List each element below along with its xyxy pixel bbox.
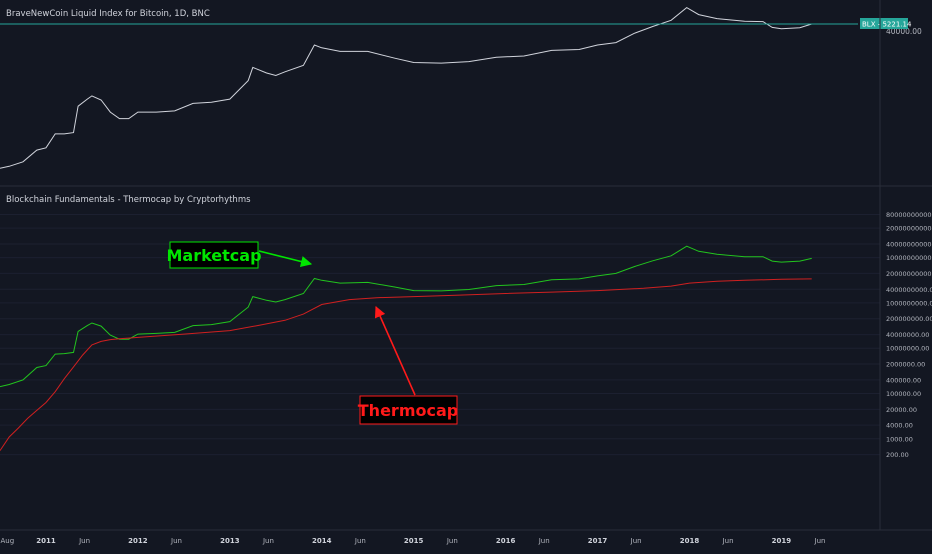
last-value-badge: BLX - 5221.14 [862,21,912,29]
x-tick-label: 2018 [680,537,700,545]
y-tick-label: 2000000000000.00 [886,225,932,233]
x-tick-label: Jun [538,537,550,545]
price-series-line [0,6,812,169]
x-tick-label: 2017 [588,537,608,545]
y-tick-label: 200.00 [886,451,909,459]
x-tick-label: Jun [78,537,90,545]
marketcap-arrow [258,250,313,267]
y-tick-label: 4000.00 [886,422,913,430]
x-tick-label: 2015 [404,537,424,545]
y-tick-label: 2000000.00 [886,361,925,369]
y-tick-label: 8000000000000.00 [886,211,932,219]
y-tick-label: 400000.00 [886,376,921,384]
thermocap-pane-title: Blockchain Fundamentals - Thermocap by C… [6,195,251,205]
x-tick-label: 2019 [772,537,792,545]
marketcap-annotation: Marketcap [166,241,313,269]
x-tick-label: Jun [446,537,458,545]
thermocap-annotation: Thermocap [358,305,458,425]
price-series [0,6,812,169]
thermocap-line [0,278,812,451]
x-tick-label: Jun [814,537,826,545]
marketcap-line [0,245,812,388]
time-axis: Aug 2011 Jun 2012 Jun 2013 Jun 2014 Jun 2015 Jun 20… [1,537,826,545]
y-tick-label: 20000.00 [886,406,917,414]
x-tick-label: Jun [170,537,182,545]
x-tick-label: Jun [262,537,274,545]
y-tick-label: 200000000.00 [886,315,932,323]
thermocap-label: Thermocap [358,401,458,420]
marketcap-label-box [169,241,259,269]
x-tick-label: Jun [630,537,642,545]
y-tick-label: 100000.00 [886,390,921,398]
x-tick-label: Aug [1,537,15,545]
y-tick-label: 400000000000.00 [886,240,932,248]
x-tick-label: 2012 [128,537,148,545]
x-tick-label: 2014 [312,537,332,545]
x-tick-label: Jun [722,537,734,545]
last-value-badge-bg [860,18,908,29]
x-tick-label: Jun [354,537,366,545]
lower-yticks: 8000000000000.00 2000000000000.00 40000000… [886,211,932,459]
y-tick-label: 100000000000.00 [886,254,932,262]
lower-grid [0,214,880,456]
marketcap-label: Marketcap [166,246,261,265]
x-tick-label: 2016 [496,537,516,545]
thermocap-arrow [374,305,416,396]
price-pane: BraveNewCoin Liquid Index for Bitcoin, 1… [0,6,922,169]
y-tick-label: 20000000000.00 [886,270,932,278]
x-tick-label: 2013 [220,537,240,545]
thermocap-label-box [359,395,458,425]
y-tick-label: 1000.00 [886,435,913,443]
lower-series [0,245,812,451]
y-tick-label: 10000000.00 [886,345,929,353]
x-tick-label: 2011 [36,537,56,545]
y-tick-label: 4000000000.00 [886,286,932,294]
thermocap-pane: Blockchain Fundamentals - Thermocap by C… [0,195,932,459]
price-pane-title: BraveNewCoin Liquid Index for Bitcoin, 1… [6,9,210,19]
y-tick-label: 40000000.00 [886,331,929,339]
y-tick-label: 1000000000.00 [886,299,932,307]
price-pane-ytick: 40000.00 [886,27,922,36]
